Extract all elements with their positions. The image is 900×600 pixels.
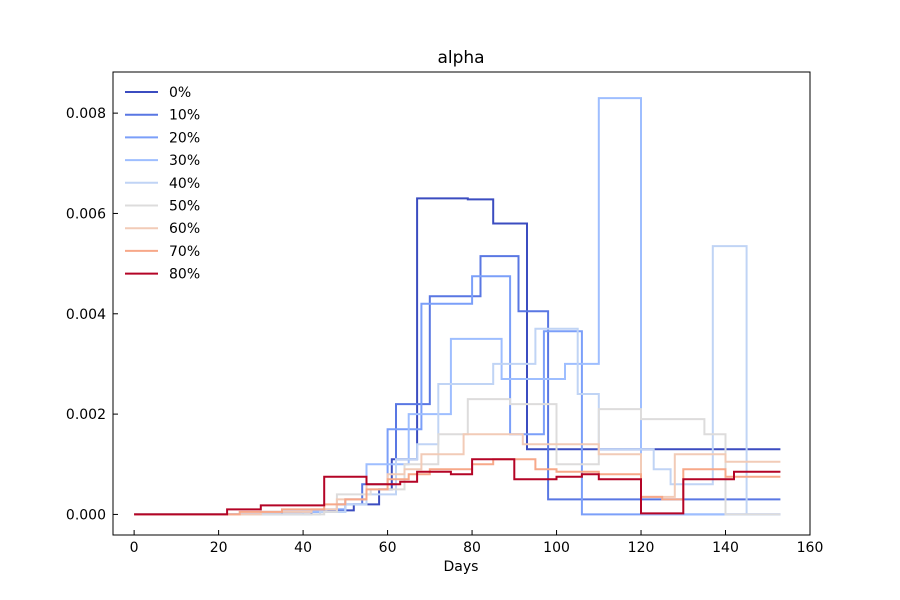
legend: 0% 10% 20% 30% 40% 50% 60% 70% 80% <box>125 85 200 283</box>
y-axis: 0.000 0.002 0.004 0.006 0.008 <box>66 106 118 523</box>
x-tick-label: 140 <box>712 540 739 556</box>
x-tick-label: 100 <box>543 540 570 556</box>
y-tick-label: 0.000 <box>66 507 106 523</box>
legend-label: 70% <box>169 244 200 260</box>
legend-label: 80% <box>169 267 200 283</box>
y-tick-label: 0.008 <box>66 106 106 122</box>
legend-label: 40% <box>169 176 200 192</box>
series-line-5 <box>134 398 781 516</box>
plot-frame <box>112 71 811 536</box>
y-tick-label: 0.006 <box>66 206 106 222</box>
x-tick-label: 80 <box>463 540 481 556</box>
legend-label: 30% <box>169 153 200 169</box>
series-line-6 <box>134 433 781 516</box>
y-tick-label: 0.002 <box>66 407 106 423</box>
x-axis-title: Days <box>444 559 479 575</box>
series-layer <box>134 97 781 516</box>
y-tick-label: 0.004 <box>66 307 106 323</box>
x-axis: 0 20 40 60 80 100 120 140 160 <box>130 530 824 556</box>
legend-label: 10% <box>169 108 200 124</box>
x-tick-label: 60 <box>379 540 397 556</box>
chart-title: alpha <box>437 48 484 68</box>
x-tick-label: 0 <box>130 540 139 556</box>
series-line-8 <box>134 458 781 516</box>
x-tick-label: 120 <box>628 540 655 556</box>
x-tick-label: 20 <box>210 540 228 556</box>
legend-label: 60% <box>169 221 200 237</box>
x-tick-label: 40 <box>294 540 312 556</box>
legend-label: 20% <box>169 130 200 146</box>
x-tick-label: 160 <box>797 540 824 556</box>
legend-label: 0% <box>169 85 191 101</box>
legend-label: 50% <box>169 199 200 215</box>
